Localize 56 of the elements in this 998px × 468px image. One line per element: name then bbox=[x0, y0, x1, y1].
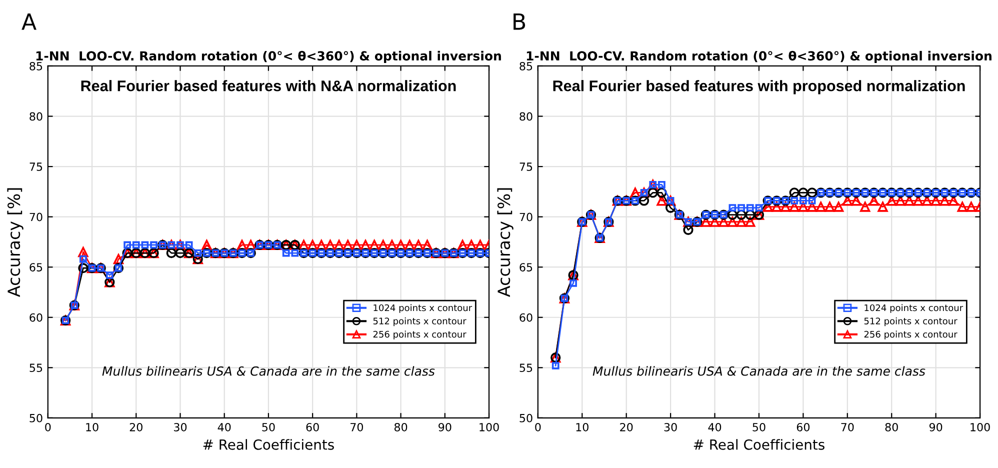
x-tick-label: 100 bbox=[970, 422, 990, 432]
text: Real Fourier based features with proposed normalization bbox=[553, 80, 965, 94]
y-tick-label: 70 bbox=[30, 212, 42, 222]
y-tick-label: 50 bbox=[520, 414, 532, 422]
y-tick-label: 65 bbox=[30, 263, 42, 272]
y-tick-label: 50 bbox=[30, 414, 42, 422]
y-axis-title: Accuracy [%] bbox=[497, 188, 514, 297]
annotation: Mullus bilinearis USA & Canada are in the same class bbox=[102, 366, 435, 376]
y-tick-label: 65 bbox=[520, 263, 532, 272]
text: B bbox=[514, 13, 526, 30]
y-tick-label: 60 bbox=[30, 313, 42, 322]
x-tick-label: 0 bbox=[535, 422, 541, 432]
legend-label: 512 points x contour bbox=[864, 317, 958, 326]
x-tick-label: 80 bbox=[394, 422, 408, 432]
x-axis-title: # Real Coefficients bbox=[203, 439, 334, 450]
y-tick-label: 80 bbox=[30, 112, 42, 121]
legend-label: 1024 points x contour bbox=[864, 304, 964, 313]
legend-label: 256 points x contour bbox=[864, 330, 958, 340]
x-tick-label: 40 bbox=[708, 422, 722, 432]
y-tick-label: 85 bbox=[30, 62, 42, 70]
chart-title: 1-NN LOO-CV. Random rotation (0°< θ<360°) & optional inversion bbox=[526, 50, 992, 64]
x-tick-label: 20 bbox=[130, 422, 142, 432]
x-tick-label: 10 bbox=[86, 422, 98, 432]
x-tick-label: 60 bbox=[306, 422, 319, 432]
y-tick-label: 55 bbox=[520, 364, 532, 372]
y-tick-label: 70 bbox=[520, 212, 532, 222]
x-tick-label: 30 bbox=[174, 422, 187, 432]
x-tick-label: 40 bbox=[218, 422, 231, 432]
y-tick-label: 80 bbox=[520, 112, 532, 121]
y-tick-label: 85 bbox=[520, 62, 532, 70]
x-tick-label: 90 bbox=[929, 422, 942, 432]
chart-title: 1-NN LOO-CV. Random rotation (0°< θ<360°) & optional inversion bbox=[36, 50, 501, 64]
x-tick-label: 30 bbox=[664, 422, 677, 432]
x-tick-label: 50 bbox=[262, 422, 275, 432]
y-tick-label: 55 bbox=[30, 364, 42, 372]
x-axis-title: # Real Coefficients bbox=[694, 439, 824, 450]
legend-label: 1024 points x contour bbox=[374, 304, 472, 313]
text: A bbox=[22, 13, 36, 30]
x-tick-label: 10 bbox=[576, 422, 588, 432]
x-tick-label: 80 bbox=[885, 422, 898, 432]
x-tick-label: 100 bbox=[480, 422, 499, 432]
x-tick-label: 20 bbox=[620, 422, 633, 432]
y-tick-label: 75 bbox=[30, 162, 42, 171]
x-tick-label: 60 bbox=[796, 422, 810, 432]
annotation: Mullus bilinearis USA & Canada are in the same class bbox=[592, 366, 926, 376]
y-tick-label: 75 bbox=[520, 162, 532, 171]
x-tick-label: 90 bbox=[438, 422, 452, 432]
y-axis-title: Accuracy [%] bbox=[7, 188, 24, 297]
x-tick-label: 0 bbox=[45, 422, 51, 432]
text: Real Fourier based features with N&A normalization bbox=[81, 80, 456, 92]
legend-label: 256 points x contour bbox=[373, 330, 466, 340]
x-tick-label: 70 bbox=[350, 422, 364, 432]
x-tick-label: 70 bbox=[841, 422, 854, 432]
x-tick-label: 50 bbox=[752, 422, 766, 432]
y-tick-label: 60 bbox=[520, 313, 532, 322]
legend-label: 512 points x contour bbox=[373, 317, 466, 326]
